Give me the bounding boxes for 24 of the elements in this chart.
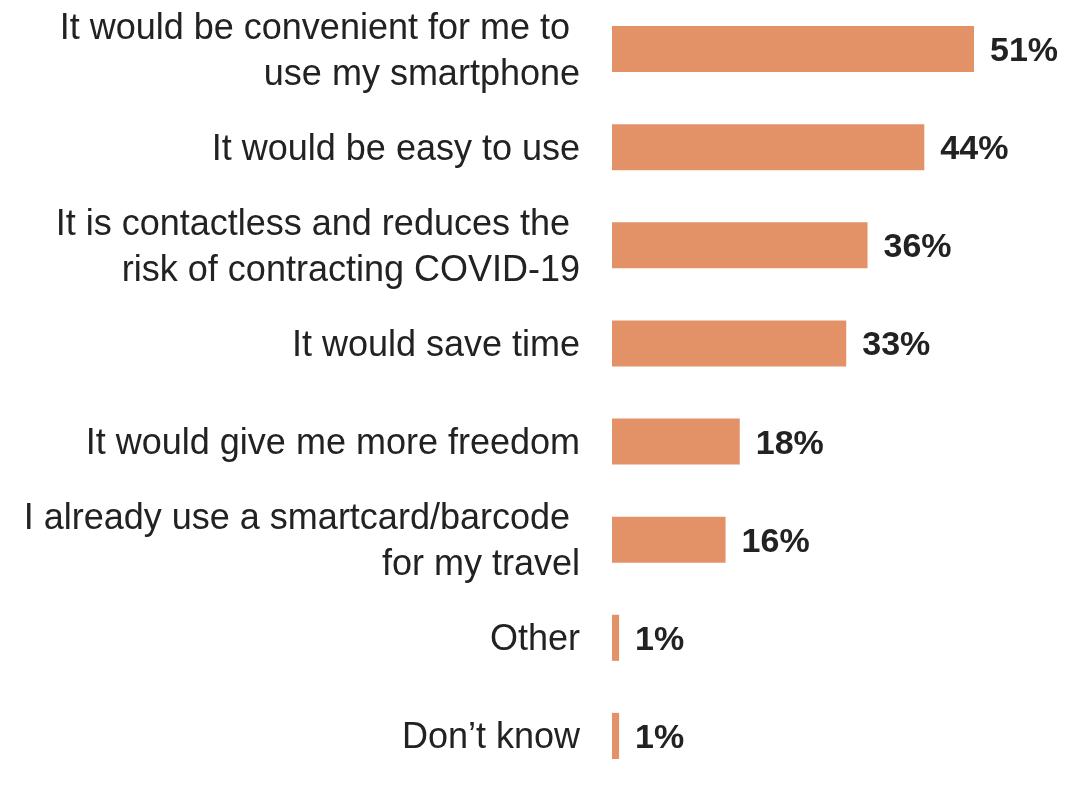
bar — [612, 222, 868, 269]
y-tick-label: It would be convenient for me to use my smartphone — [59, 5, 580, 93]
data-label: 18% — [755, 422, 824, 461]
data-label: 36% — [883, 226, 952, 265]
bar — [612, 614, 620, 661]
data-label: 16% — [741, 520, 810, 559]
y-tick-label: Don’t know — [401, 715, 581, 757]
bar — [612, 418, 740, 465]
y-tick-label: It would save time — [291, 322, 580, 364]
data-label: 1% — [635, 618, 685, 657]
bar — [612, 26, 974, 73]
bar — [612, 124, 925, 171]
bar — [612, 516, 726, 563]
bar — [612, 320, 847, 367]
data-label: 44% — [940, 128, 1009, 167]
data-label: 33% — [862, 324, 931, 363]
bar — [612, 712, 620, 759]
y-tick-label: Other — [489, 617, 580, 659]
data-label: 51% — [990, 30, 1059, 69]
y-tick-label: It would give me more freedom — [85, 421, 580, 463]
y-tick-label: I already use a smartcard/barcode for my travel — [23, 496, 580, 584]
y-tick-label: It is contactless and reduces the risk of contracting COVID-19 — [55, 201, 580, 289]
y-tick-label: It would be easy to use — [211, 126, 580, 168]
data-label: 1% — [635, 716, 685, 755]
